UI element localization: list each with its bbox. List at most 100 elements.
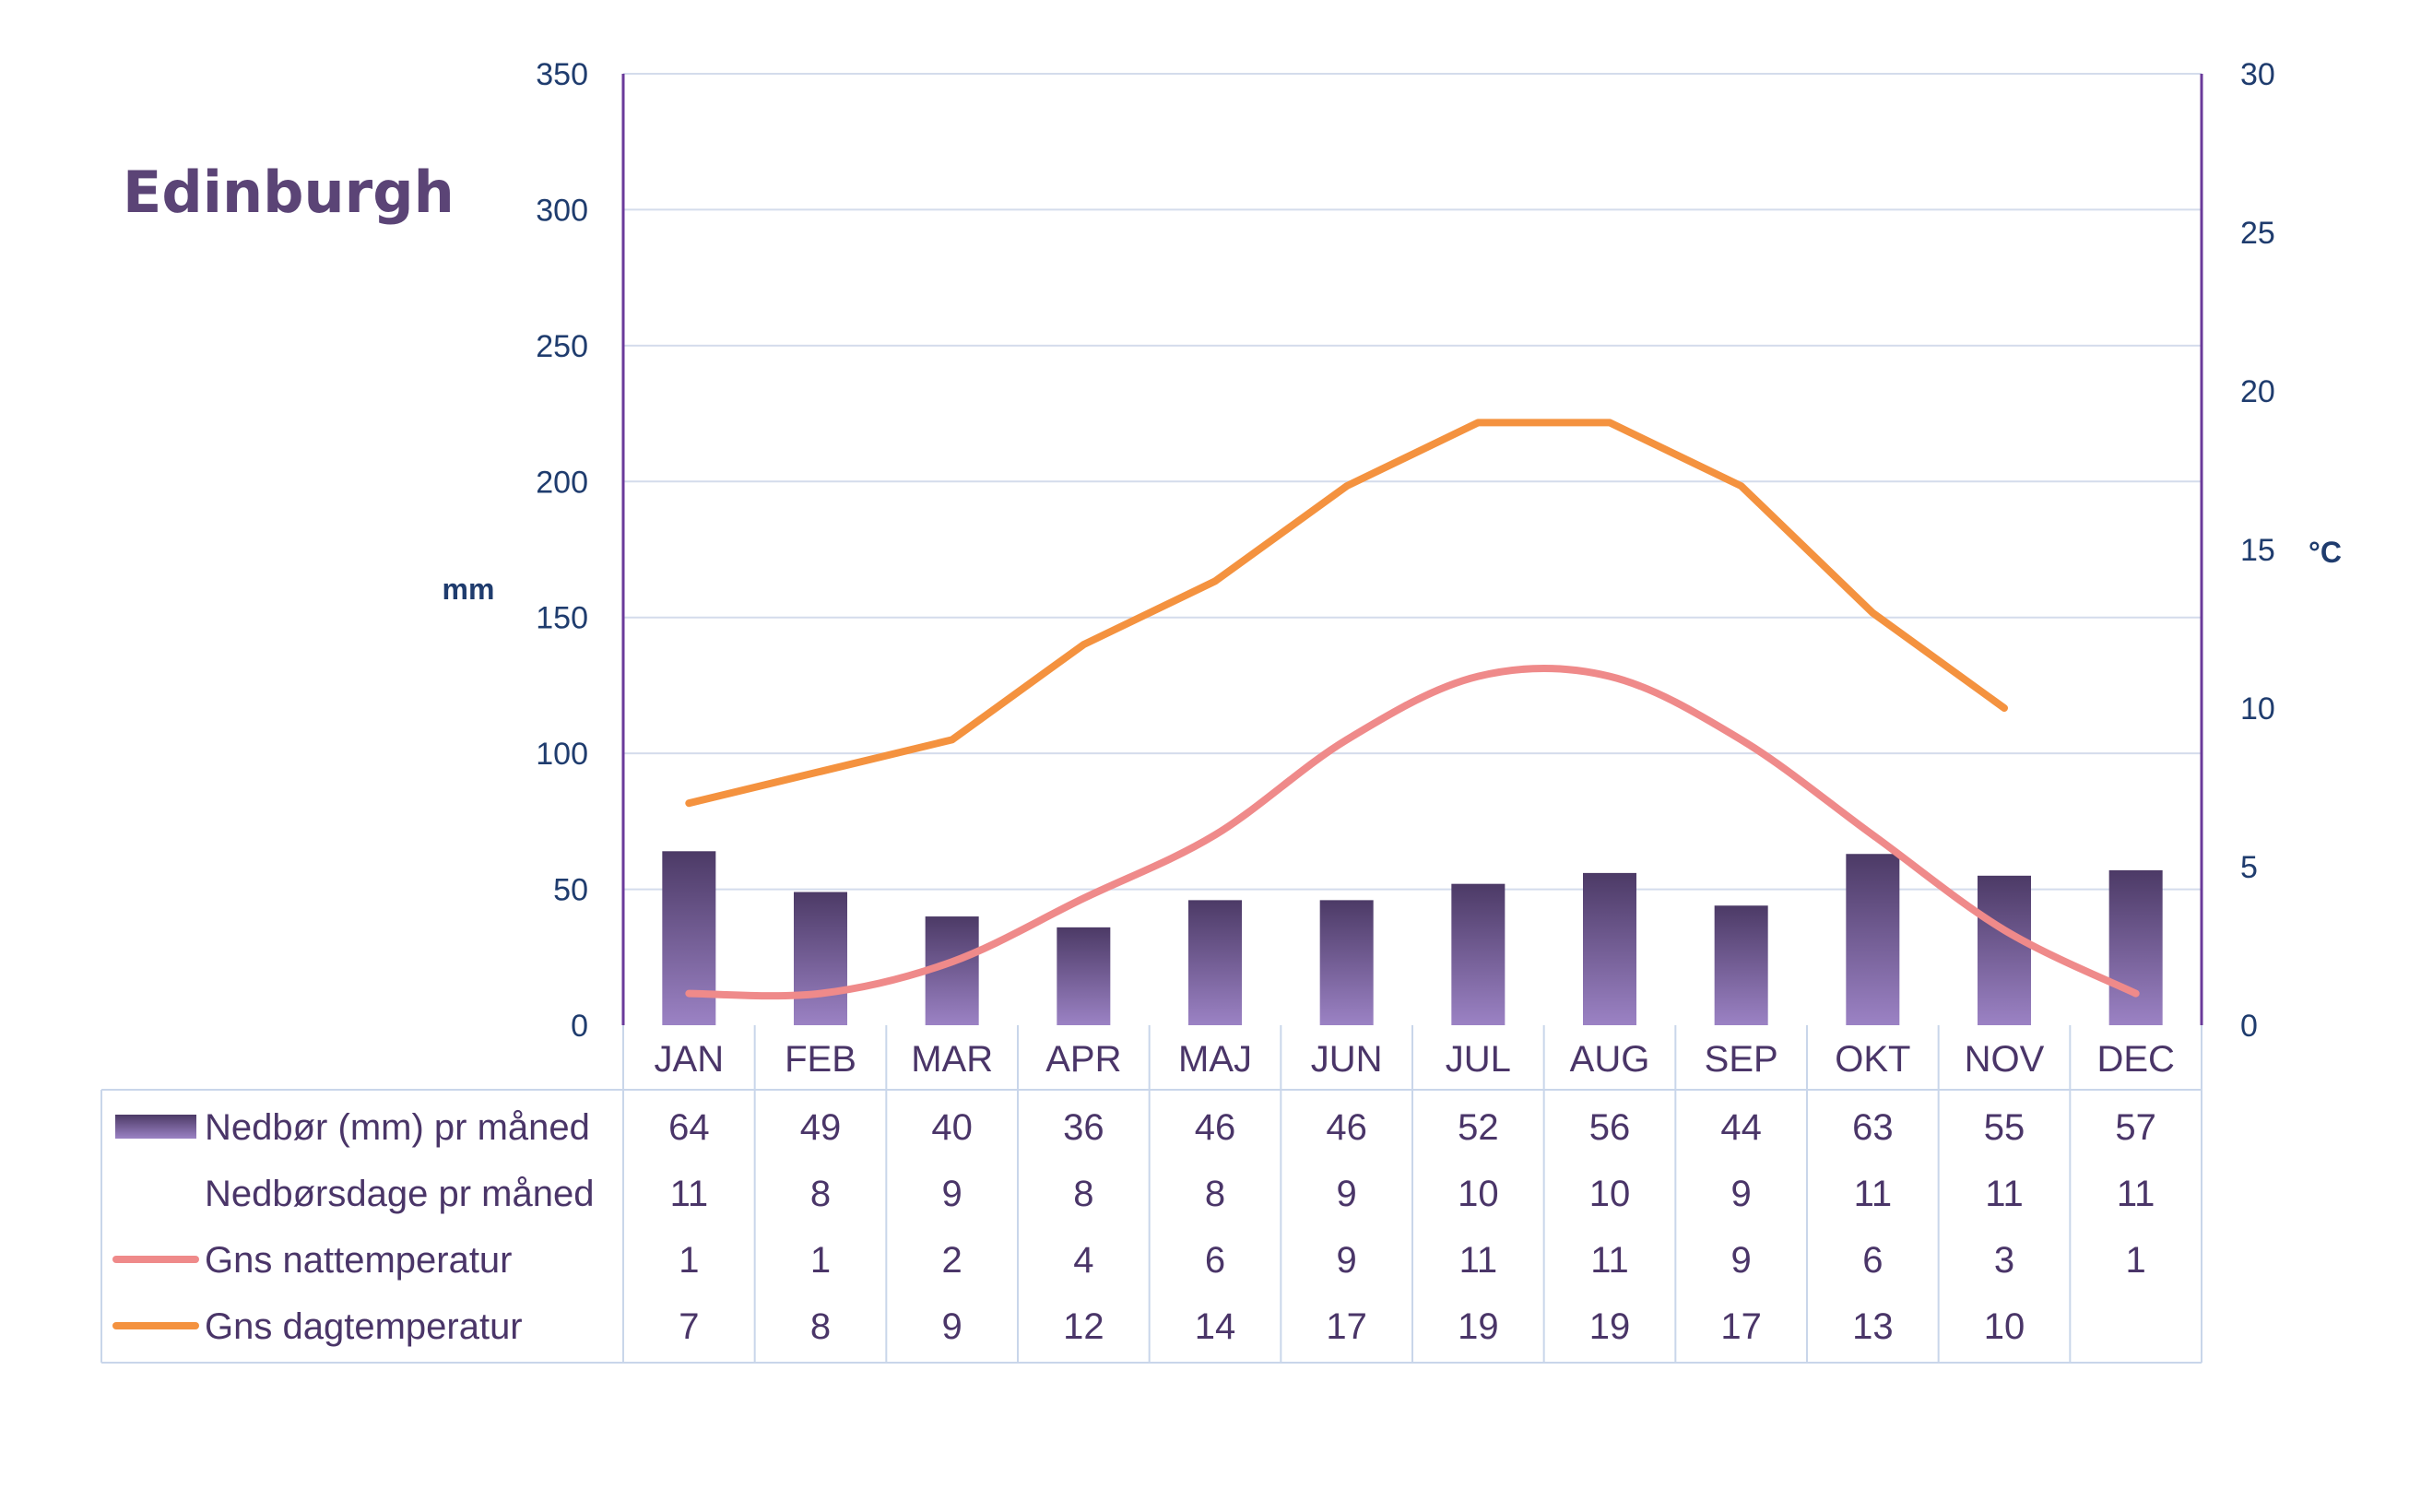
precipitation-bar (1188, 900, 1242, 1025)
table-cell: 40 (931, 1107, 973, 1148)
table-cell: 9 (1337, 1240, 1357, 1281)
table-cell: 55 (1984, 1107, 2025, 1148)
month-label: APR (1045, 1039, 1121, 1080)
month-label: OKT (1835, 1039, 1910, 1080)
table-cell: 11 (1985, 1174, 2024, 1214)
table-cell: 10 (1984, 1306, 2025, 1347)
table-cell: 19 (1458, 1306, 1499, 1347)
right-tick-label: 10 (2240, 691, 2275, 726)
left-axis-ticks: 0 50 100 150 200 250 300 350 (536, 57, 588, 1044)
table-cell: 63 (1852, 1107, 1894, 1148)
table-cell: 7 (679, 1306, 699, 1347)
table-cell: 8 (1073, 1174, 1093, 1214)
right-tick-label: 30 (2240, 57, 2275, 92)
right-tick-label: 0 (2240, 1009, 2258, 1044)
table-cell: 8 (810, 1306, 831, 1347)
precipitation-bar (1057, 927, 1111, 1025)
month-label: JAN (655, 1039, 725, 1080)
row-label: Gns nattemperatur (205, 1240, 513, 1281)
table-cell: 9 (1731, 1240, 1752, 1281)
table-cell: 52 (1458, 1107, 1499, 1148)
night-temperature-line (685, 665, 2140, 1000)
table-cell: 8 (1205, 1174, 1225, 1214)
precipitation-bar (662, 851, 716, 1025)
precipitation-bar (794, 892, 847, 1025)
table-cell: 11 (2117, 1174, 2155, 1214)
left-tick-label: 350 (536, 57, 588, 92)
table-cell: 11 (1459, 1240, 1498, 1281)
table-cell: 1 (2126, 1240, 2146, 1281)
precipitation-bar (1319, 900, 1374, 1025)
precipitation-bar (2108, 869, 2163, 1025)
month-label: FEB (785, 1039, 856, 1080)
table-cell: 17 (1720, 1306, 1762, 1347)
month-label: AUG (1570, 1039, 1650, 1080)
table-cell: 10 (1458, 1174, 1499, 1214)
table-cell: 12 (1063, 1306, 1104, 1347)
row-label: Gns dagtemperatur (205, 1306, 523, 1347)
table-cell: 46 (1326, 1107, 1367, 1148)
table-cell: 9 (1337, 1174, 1357, 1214)
table-cell: 46 (1195, 1107, 1236, 1148)
table-cell: 14 (1195, 1306, 1236, 1347)
chart-title: Edinburgh (123, 159, 455, 226)
table-cell: 10 (1589, 1174, 1631, 1214)
table-cell: 4 (1073, 1240, 1093, 1281)
left-tick-label: 150 (536, 601, 588, 636)
table-cell: 8 (810, 1174, 831, 1214)
day-temperature-line (685, 419, 2008, 808)
table-cell: 11 (1590, 1240, 1629, 1281)
left-tick-label: 300 (536, 193, 588, 228)
right-tick-label: 5 (2240, 850, 2258, 885)
data-table: JAN FEB MAR APR MAJ JUN JUL AUG SEP OKT NOV DEC Nedb… (100, 1025, 2202, 1364)
table-cell: 44 (1720, 1107, 1762, 1148)
gridlines (623, 73, 2202, 891)
precipitation-bar (1846, 854, 1900, 1025)
table-cell: 3 (1994, 1240, 2014, 1281)
month-label: MAR (911, 1039, 993, 1080)
left-axis-unit: mm (443, 573, 495, 606)
right-axis-unit: °C (2309, 536, 2342, 569)
table-cell: 19 (1589, 1306, 1631, 1347)
table-cell: 64 (668, 1107, 710, 1148)
month-label: JUN (1311, 1039, 1383, 1080)
right-tick-label: 15 (2240, 533, 2275, 568)
right-axis-ticks: 0 5 10 15 20 25 30 (2240, 57, 2275, 1044)
table-cell: 9 (942, 1174, 962, 1214)
precipitation-bar (1714, 905, 1768, 1025)
left-tick-label: 100 (536, 737, 588, 772)
precipitation-bar (1978, 875, 2031, 1025)
table-cell: 36 (1063, 1107, 1104, 1148)
right-tick-label: 25 (2240, 216, 2275, 251)
table-cell: 1 (679, 1240, 699, 1281)
table-cell: 6 (1205, 1240, 1225, 1281)
table-cell: 56 (1589, 1107, 1631, 1148)
table-cell: 6 (1862, 1240, 1883, 1281)
left-tick-label: 200 (536, 465, 588, 500)
month-label: MAJ (1178, 1039, 1252, 1080)
table-cell: 57 (2115, 1107, 2156, 1148)
table-cell: 9 (942, 1306, 962, 1347)
left-tick-label: 0 (571, 1009, 588, 1044)
month-label: JUL (1446, 1039, 1511, 1080)
table-cell: 9 (1731, 1174, 1752, 1214)
row-label: Nedbørsdage pr måned (205, 1174, 594, 1214)
month-label: SEP (1705, 1039, 1778, 1080)
table-cell: 11 (1854, 1174, 1893, 1214)
table-cell: 49 (800, 1107, 842, 1148)
legend-marker-precipitation (115, 1115, 196, 1139)
right-tick-label: 20 (2240, 374, 2275, 409)
row-label: Nedbør (mm) pr måned (205, 1107, 590, 1148)
table-cell: 11 (670, 1174, 709, 1214)
table-cell: 13 (1852, 1306, 1894, 1347)
temperature-lines (685, 419, 2140, 1000)
precipitation-bar (1451, 883, 1506, 1025)
precipitation-bar (1583, 872, 1636, 1025)
left-tick-label: 50 (553, 873, 588, 908)
month-label: NOV (1965, 1039, 2045, 1080)
month-label: DEC (2096, 1039, 2174, 1080)
table-cell: 1 (810, 1240, 831, 1281)
table-cell: 17 (1326, 1306, 1367, 1347)
precipitation-bars (662, 851, 2163, 1025)
